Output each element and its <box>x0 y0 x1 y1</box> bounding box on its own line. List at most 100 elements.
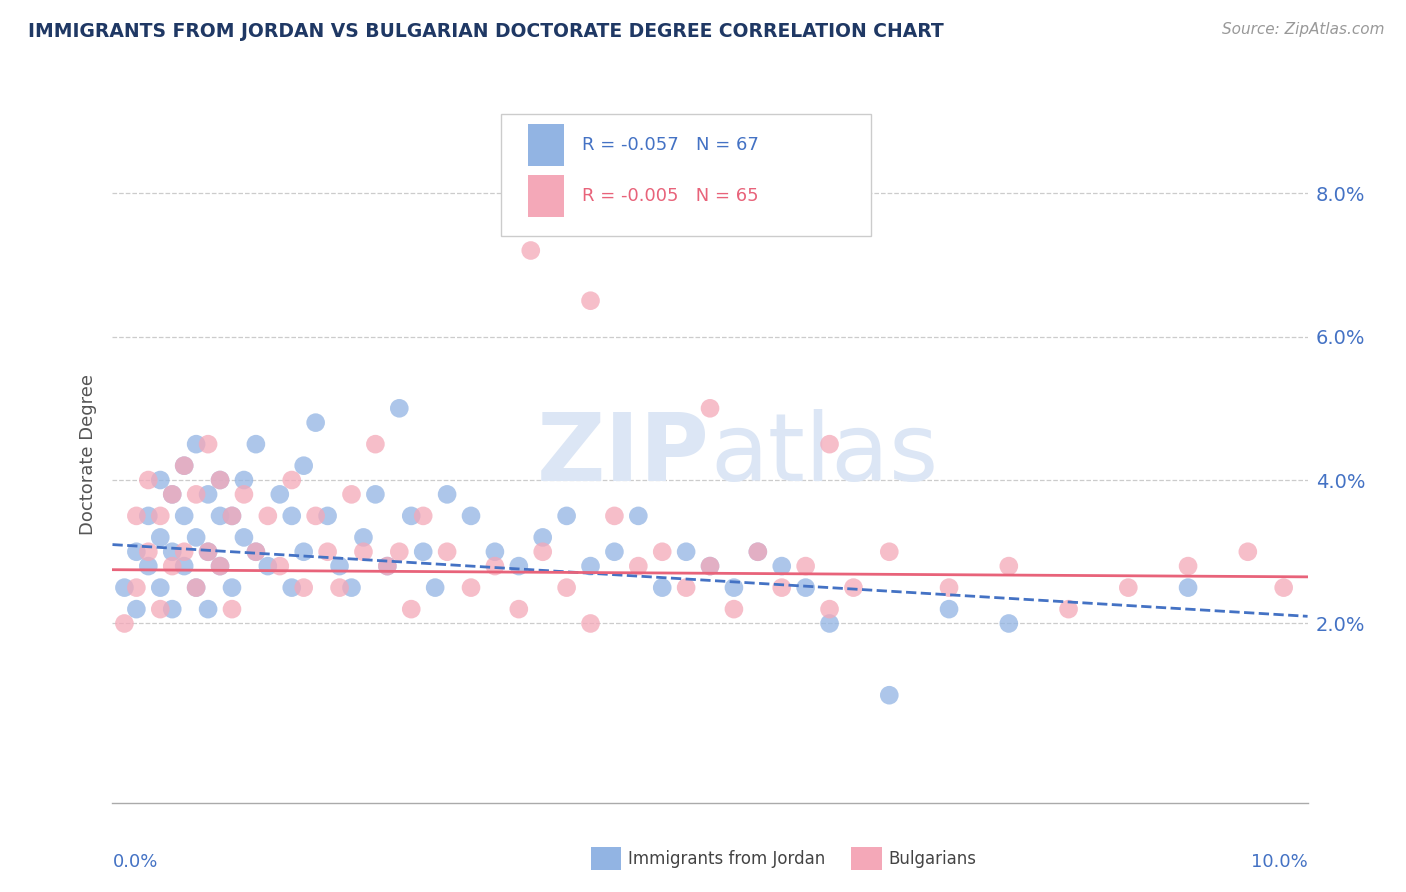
Point <box>125 581 148 595</box>
Point <box>651 581 673 595</box>
Point <box>340 581 363 595</box>
Point <box>603 508 626 523</box>
Point <box>352 530 374 544</box>
Point <box>304 508 326 523</box>
Point <box>173 559 195 574</box>
Point <box>460 581 482 595</box>
Point <box>208 559 231 574</box>
Point <box>125 602 148 616</box>
Point <box>149 508 172 523</box>
Point <box>747 545 769 559</box>
Point <box>197 545 219 559</box>
Text: atlas: atlas <box>710 409 938 501</box>
Point <box>938 581 960 595</box>
Point <box>401 508 423 523</box>
Point <box>627 559 650 574</box>
Point <box>162 559 183 574</box>
Point <box>269 487 291 501</box>
Point <box>328 581 352 595</box>
Point <box>579 616 602 631</box>
Point <box>221 581 243 595</box>
Text: Source: ZipAtlas.com: Source: ZipAtlas.com <box>1222 22 1385 37</box>
Point <box>699 559 721 574</box>
Point <box>998 559 1021 574</box>
Point <box>747 545 769 559</box>
Y-axis label: Doctorate Degree: Doctorate Degree <box>79 375 97 535</box>
Point <box>304 416 326 430</box>
Point <box>138 545 160 559</box>
Point <box>699 401 721 416</box>
Point <box>208 508 231 523</box>
Point <box>340 487 363 501</box>
Point <box>232 530 256 544</box>
Point <box>245 545 267 559</box>
Point <box>316 545 339 559</box>
Text: ZIP: ZIP <box>537 409 710 501</box>
Point <box>675 581 697 595</box>
Text: 0.0%: 0.0% <box>112 853 157 871</box>
Text: R = -0.005   N = 65: R = -0.005 N = 65 <box>582 187 759 205</box>
Point <box>125 545 148 559</box>
Point <box>197 437 219 451</box>
Point <box>162 487 183 501</box>
Point <box>436 487 458 501</box>
Point <box>149 530 172 544</box>
Bar <box>529 175 564 217</box>
Point <box>114 616 135 631</box>
Point <box>877 545 901 559</box>
Point <box>1237 545 1260 559</box>
Point <box>162 487 183 501</box>
Point <box>1177 581 1199 595</box>
Point <box>818 616 841 631</box>
Point <box>221 508 243 523</box>
Point <box>460 508 482 523</box>
Point <box>377 559 399 574</box>
Point <box>197 602 219 616</box>
Point <box>292 581 315 595</box>
Point <box>1177 559 1199 574</box>
Point <box>292 458 315 473</box>
Point <box>221 508 243 523</box>
Point <box>232 473 256 487</box>
Point <box>281 473 304 487</box>
Point <box>877 688 901 702</box>
Point <box>208 559 231 574</box>
Point <box>484 559 506 574</box>
Bar <box>529 125 564 166</box>
Point <box>173 508 195 523</box>
Point <box>162 602 183 616</box>
Text: Bulgarians: Bulgarians <box>889 850 977 868</box>
Point <box>364 437 387 451</box>
Point <box>208 473 231 487</box>
Point <box>555 508 578 523</box>
Point <box>173 545 195 559</box>
Point <box>173 458 195 473</box>
Point <box>508 559 530 574</box>
Point <box>388 545 411 559</box>
Point <box>221 602 243 616</box>
Point <box>770 559 793 574</box>
Point <box>531 530 554 544</box>
Point <box>138 559 160 574</box>
Point <box>651 545 673 559</box>
Point <box>770 581 793 595</box>
Point <box>245 545 267 559</box>
Point <box>818 437 841 451</box>
Point <box>186 487 208 501</box>
Point <box>377 559 399 574</box>
Point <box>292 545 315 559</box>
Point <box>520 244 543 258</box>
Point <box>938 602 960 616</box>
Point <box>281 581 304 595</box>
Point <box>412 545 434 559</box>
Point <box>1057 602 1080 616</box>
Point <box>675 545 697 559</box>
Point <box>138 508 160 523</box>
Point <box>579 293 602 308</box>
FancyBboxPatch shape <box>501 114 872 235</box>
Point <box>257 508 280 523</box>
Point <box>364 487 387 501</box>
Point <box>723 581 745 595</box>
Point <box>186 530 208 544</box>
Point <box>162 545 183 559</box>
